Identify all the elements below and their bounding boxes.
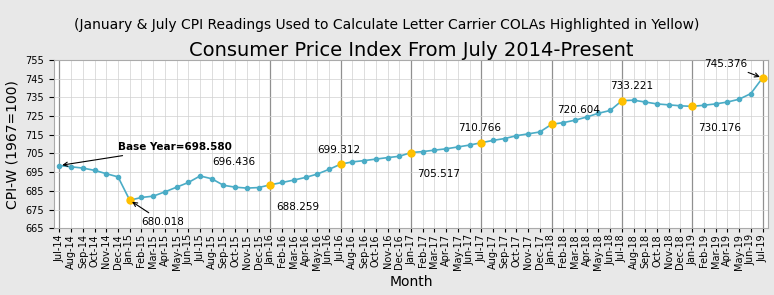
X-axis label: Month: Month	[389, 276, 433, 289]
Text: 680.018: 680.018	[133, 202, 184, 227]
Text: Base Year=698.580: Base Year=698.580	[63, 142, 232, 166]
Text: 710.766: 710.766	[458, 123, 501, 133]
Text: 720.604: 720.604	[557, 105, 601, 115]
Text: 733.221: 733.221	[610, 81, 653, 91]
Title: Consumer Price Index From July 2014-Present: Consumer Price Index From July 2014-Pres…	[189, 41, 633, 60]
Y-axis label: CPI-W (1967=100): CPI-W (1967=100)	[5, 80, 19, 209]
Text: 696.436: 696.436	[212, 157, 255, 167]
Text: 688.259: 688.259	[276, 202, 320, 212]
Text: 705.517: 705.517	[417, 169, 460, 179]
Text: (January & July CPI Readings Used to Calculate Letter Carrier COLAs Highlighted : (January & July CPI Readings Used to Cal…	[74, 18, 700, 32]
Text: 730.176: 730.176	[698, 123, 741, 133]
Text: 699.312: 699.312	[317, 145, 361, 155]
Text: 745.376: 745.376	[704, 59, 759, 77]
